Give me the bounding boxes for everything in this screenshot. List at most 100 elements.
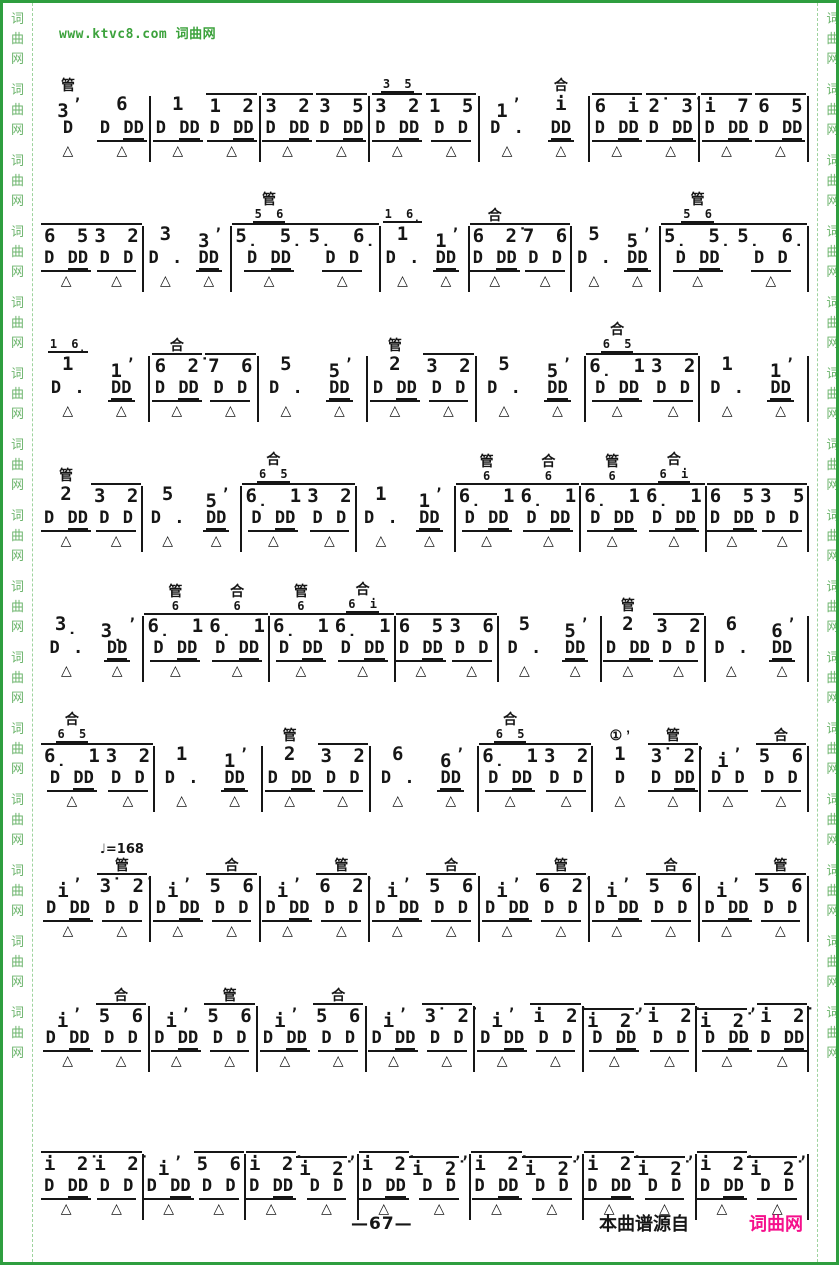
- triangle-icon: △: [66, 793, 78, 809]
- percussion-group: D .: [164, 768, 199, 788]
- note-text: 1: [173, 743, 190, 768]
- note-text: 5̣ 6̣: [734, 223, 808, 248]
- note-text: i 2̇: [91, 1151, 142, 1176]
- side-watermark-char: 词: [10, 437, 24, 452]
- note-group: 3 2: [90, 483, 142, 508]
- note-group: 5: [161, 483, 174, 505]
- breath-mark: ’: [72, 1005, 82, 1023]
- percussion-text: D DD: [212, 638, 263, 663]
- side-watermark-text: 词曲网: [11, 934, 24, 989]
- barline: [369, 746, 372, 812]
- percussion-group: D DD: [143, 1176, 194, 1200]
- percussion-text: D D: [108, 768, 148, 793]
- note-group: 3 6: [446, 613, 497, 638]
- beat: i 2̇’ D D △: [521, 1113, 582, 1220]
- percussion-group: D D: [653, 378, 694, 402]
- side-watermark-char: 网: [10, 974, 24, 989]
- percussion-group: D D: [649, 1028, 690, 1052]
- triangle-icon: △: [466, 663, 478, 679]
- grace-notes: 6: [233, 599, 241, 613]
- right-border-watermark-strip: 词曲网词曲网词曲网词曲网词曲网词曲网词曲网词曲网词曲网词曲网词曲网词曲网词曲网词…: [817, 3, 839, 1262]
- measure: i’ D DD △ ♩=168 管 3̇ 2̇ D D △: [41, 835, 149, 942]
- percussion-group: D DD: [648, 508, 699, 532]
- triangle-icon: △: [267, 533, 279, 549]
- beat: 5̣ 6̣ D D △: [734, 185, 808, 292]
- source-brand-link[interactable]: 词曲网: [749, 1214, 803, 1234]
- note-group: 5 6: [425, 873, 477, 898]
- side-watermark-char: 词: [10, 721, 24, 736]
- voice-tag: 管: [479, 453, 494, 469]
- triangle-icon: △: [263, 273, 275, 289]
- grace-notes: 6: [544, 469, 552, 483]
- percussion-group: D DD: [150, 638, 201, 662]
- triangle-icon: △: [226, 143, 237, 159]
- note-text: 5’: [561, 613, 588, 642]
- side-watermark-text: 词曲网: [11, 437, 24, 492]
- site-watermark: www.ktvc8.com 词曲网: [59, 27, 217, 42]
- barline: [807, 486, 810, 552]
- triangle-icon: △: [603, 1201, 615, 1217]
- side-watermark-char: 曲: [826, 670, 839, 685]
- beat: 1’ DD △: [208, 705, 261, 812]
- percussion-group: D DD: [395, 638, 446, 662]
- note-group: 1: [614, 743, 626, 765]
- side-watermark-text: 词曲网: [826, 1005, 836, 1060]
- percussion-text: D D: [451, 638, 492, 663]
- note-group: 3 2: [304, 483, 355, 508]
- breath-mark: ’: [289, 1005, 299, 1023]
- percussion-group: D DD: [696, 1176, 747, 1200]
- triangle-icon: △: [334, 403, 345, 419]
- beat: 5’ DD △: [313, 315, 367, 422]
- side-watermark-char: 词: [826, 508, 839, 523]
- note-text: 5: [277, 353, 294, 378]
- note-text: 6: [113, 93, 130, 118]
- percussion-group: D DD: [42, 898, 93, 922]
- triangle-icon: △: [445, 793, 457, 809]
- beat-annotation: 管: [334, 835, 348, 873]
- note-group: 6̣ 1: [455, 483, 518, 508]
- percussion-group: D DD: [471, 1176, 522, 1200]
- side-watermark-text: 词曲网: [826, 863, 836, 918]
- percussion-text: D DD: [262, 118, 313, 143]
- triangle-icon: △: [433, 1201, 445, 1217]
- voice-tag: 合: [113, 987, 128, 1003]
- beat: 5’ DD △: [550, 575, 601, 682]
- voice-tag: 合: [230, 583, 245, 599]
- triangle-icon: △: [489, 273, 501, 289]
- side-watermark-text: 词曲网: [826, 224, 836, 279]
- barline: [257, 356, 260, 422]
- voice-tag: 管: [773, 857, 788, 873]
- side-watermark-text: 词曲网: [11, 721, 24, 776]
- triangle-icon: △: [60, 533, 72, 549]
- breath-mark: ’: [642, 225, 652, 243]
- barline: [600, 616, 603, 682]
- note-group: 3̣: [100, 620, 124, 642]
- triangle-icon: △: [231, 663, 243, 679]
- percussion-group: DD: [544, 378, 571, 402]
- beat-annotation: 合: [488, 185, 502, 223]
- side-watermark-char: 曲: [826, 386, 839, 401]
- percussion-text: D D: [428, 378, 469, 403]
- triangle-icon: △: [555, 923, 567, 939]
- beat: i’ D DD △: [367, 965, 420, 1072]
- note-group: i 2̇: [584, 1151, 635, 1176]
- percussion-group: D D: [108, 768, 148, 792]
- measure: i 2̇ D DD △ i 2̇’ D D △: [358, 1113, 469, 1220]
- beat: i’ D DD △: [151, 835, 205, 942]
- percussion-text: D DD: [143, 1176, 194, 1201]
- triangle-icon: △: [323, 533, 335, 549]
- page-number: —67—: [351, 1214, 413, 1234]
